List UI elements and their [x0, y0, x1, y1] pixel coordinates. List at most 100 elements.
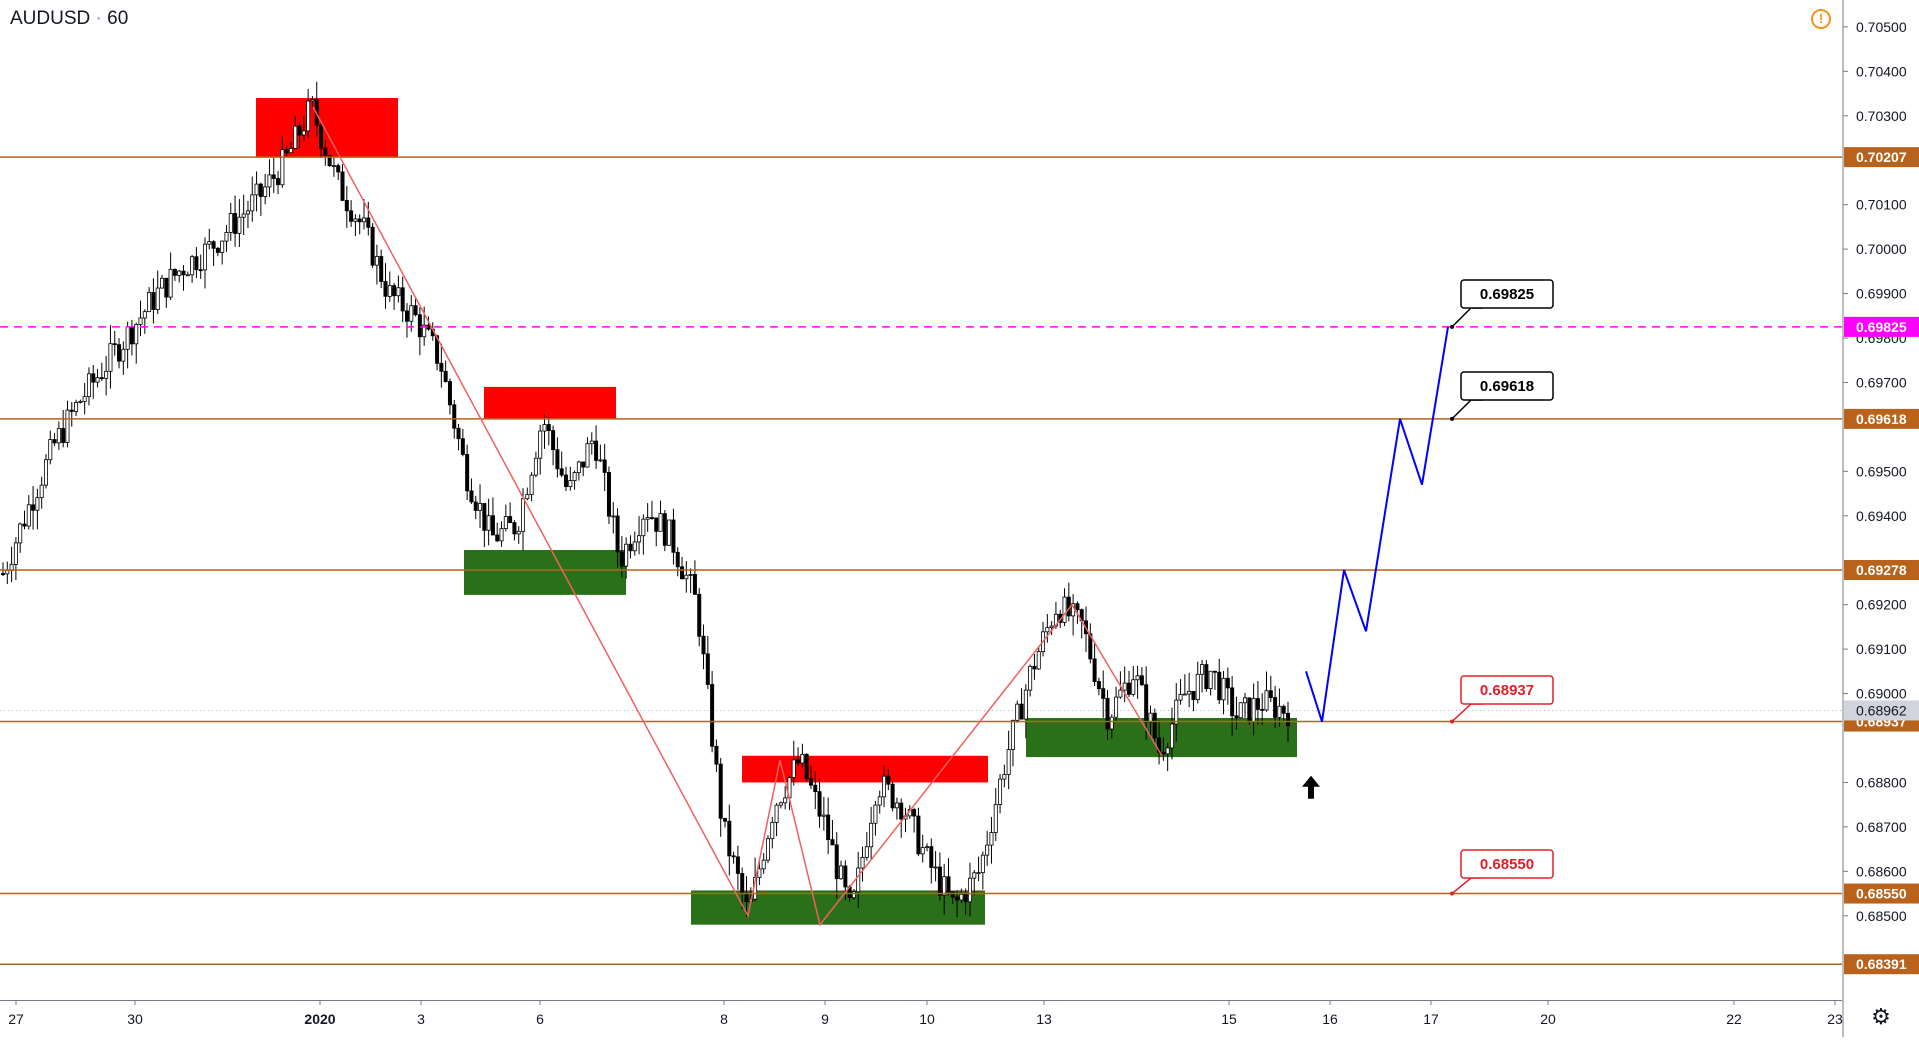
candle — [1208, 670, 1213, 696]
candle-body — [185, 274, 190, 277]
price-tick-label: 0.69100 — [1856, 641, 1907, 657]
candle-body — [851, 891, 856, 899]
candle — [306, 88, 311, 139]
candle — [1109, 714, 1114, 739]
candle — [237, 199, 242, 248]
time-tick-label: 6 — [536, 1011, 544, 1027]
candle-body — [99, 377, 104, 380]
candle-body — [95, 377, 100, 383]
candle-body — [830, 839, 835, 846]
candle — [658, 500, 663, 532]
candle — [916, 807, 921, 857]
candle-body — [744, 892, 749, 903]
level-badge — [1844, 147, 1919, 168]
symbol-name: AUDUSD — [10, 8, 91, 29]
candle-body — [1114, 696, 1119, 718]
candle-body — [177, 270, 182, 276]
candle-body — [400, 287, 405, 312]
level-badge-label: 0.70207 — [1856, 149, 1907, 165]
candle-body — [924, 846, 929, 849]
candle — [851, 889, 856, 901]
candle-body — [65, 409, 70, 443]
candle-body — [250, 194, 255, 212]
time-tick-label: 13 — [1036, 1011, 1052, 1027]
candle-body — [778, 802, 783, 806]
candle-body — [791, 759, 796, 778]
candle — [808, 765, 813, 790]
candle — [112, 330, 117, 356]
candle-body — [1015, 703, 1020, 721]
candle-body — [615, 515, 620, 553]
zigzag-pattern-line — [312, 106, 1163, 927]
candle-body — [714, 745, 719, 765]
price-tick-label: 0.69900 — [1856, 286, 1907, 302]
candle-body — [439, 362, 444, 372]
level-badge-label: 0.68550 — [1856, 886, 1907, 902]
candle — [288, 142, 293, 154]
candle — [770, 816, 775, 849]
candle — [134, 322, 139, 364]
candle — [409, 295, 414, 332]
candle — [813, 770, 818, 810]
candle — [963, 888, 968, 915]
candle-body — [559, 468, 564, 476]
candle — [684, 561, 689, 593]
candle-body — [473, 501, 478, 511]
candle-body — [998, 778, 1003, 805]
candle-body — [572, 472, 577, 481]
candle-body — [336, 165, 341, 173]
candle-body — [765, 838, 770, 861]
candle-body — [0, 573, 6, 575]
candle — [379, 249, 384, 288]
candle — [349, 200, 354, 227]
candle — [886, 769, 891, 791]
candle — [555, 437, 560, 478]
candle-body — [1264, 690, 1269, 711]
candle — [185, 271, 190, 277]
candle-body — [1161, 751, 1166, 755]
candle-body — [1152, 712, 1157, 739]
candle-body — [1225, 677, 1230, 689]
candle — [1028, 664, 1033, 697]
callout-label: 0.69825 — [1480, 286, 1534, 303]
candle — [250, 176, 255, 222]
candle-body — [1230, 687, 1235, 717]
candle-body — [168, 268, 173, 298]
candle-body — [834, 844, 839, 880]
candle — [864, 832, 869, 861]
candle — [641, 514, 646, 555]
candle-body — [460, 438, 465, 455]
level-badge — [1844, 408, 1919, 429]
alert-circle-icon[interactable]: ! — [1811, 9, 1831, 29]
callout-anchor-dot — [1450, 891, 1454, 896]
candle — [280, 136, 285, 188]
candle-body — [598, 459, 603, 462]
candle — [353, 214, 358, 236]
candle-body — [1200, 664, 1205, 675]
candle — [198, 254, 203, 279]
projected-path-line — [1305, 326, 1449, 722]
candle-body — [512, 522, 517, 535]
candle-body — [35, 497, 40, 511]
candle-body — [237, 216, 242, 234]
callout-label: 0.68550 — [1480, 856, 1534, 873]
candle-body — [202, 243, 207, 271]
candle-body — [108, 343, 113, 372]
gear-icon[interactable]: ⚙ — [1871, 1005, 1891, 1030]
up-arrow-shape — [1302, 775, 1320, 799]
callout-label: 0.69618 — [1480, 378, 1534, 395]
candle-body — [658, 513, 663, 532]
candle-body — [319, 124, 324, 149]
candle — [190, 254, 195, 283]
candle — [323, 140, 328, 166]
candle-body — [1118, 689, 1123, 698]
candle — [147, 287, 152, 313]
candle-body — [245, 210, 250, 215]
candle-body — [929, 846, 934, 868]
candle — [435, 334, 440, 371]
candle-body — [645, 517, 650, 520]
candle — [95, 368, 100, 388]
candle-body — [1281, 705, 1286, 714]
